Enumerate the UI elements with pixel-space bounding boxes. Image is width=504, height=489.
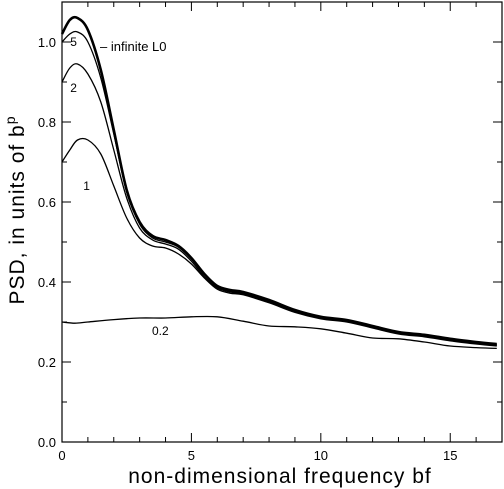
series-layer — [60, 15, 497, 350]
y-axis-title-main: PSD, in units of b — [6, 124, 29, 304]
y-tick-label: 0.6 — [38, 195, 56, 210]
series-line-0-2 — [61, 315, 497, 350]
curve-label: 5 — [70, 35, 77, 49]
plot-frame — [61, 1, 503, 443]
x-axis-title: non-dimensional frequency bf — [128, 465, 432, 488]
series-line-infinite-l0 — [60, 15, 497, 346]
y-tick-label: 0.4 — [38, 275, 56, 290]
y-tick-labels: 0.0 0.2 0.4 0.6 0.8 1.0 — [38, 35, 56, 450]
x-tick-label: 5 — [188, 448, 195, 463]
curve-label-layer: 5 2 1 0.2 — [70, 35, 169, 338]
series-line-1 — [61, 137, 497, 347]
curve-label: 0.2 — [152, 324, 169, 338]
y-tick-label: 0.8 — [38, 115, 56, 130]
x-tick-label: 10 — [314, 448, 328, 463]
svg-text:PSD, in units of bp: PSD, in units of bp — [2, 115, 29, 304]
y-axis-title: PSD, in units of bp — [2, 115, 29, 304]
curve-label: 1 — [83, 179, 90, 193]
y-tick-label: 0.2 — [38, 355, 56, 370]
series-line-2 — [61, 63, 497, 346]
curve-label: 2 — [70, 81, 77, 95]
y-tick-label: 0.0 — [38, 435, 56, 450]
legend-label: – infinite L0 — [100, 39, 167, 54]
tick-layer — [61, 1, 503, 443]
y-tick-label: 1.0 — [38, 35, 56, 50]
x-tick-label: 15 — [443, 448, 457, 463]
y-axis-title-sup: p — [2, 115, 18, 124]
x-tick-labels: 0 5 10 15 — [58, 448, 457, 463]
legend: – infinite L0 — [100, 39, 167, 54]
x-tick-label: 0 — [58, 448, 65, 463]
